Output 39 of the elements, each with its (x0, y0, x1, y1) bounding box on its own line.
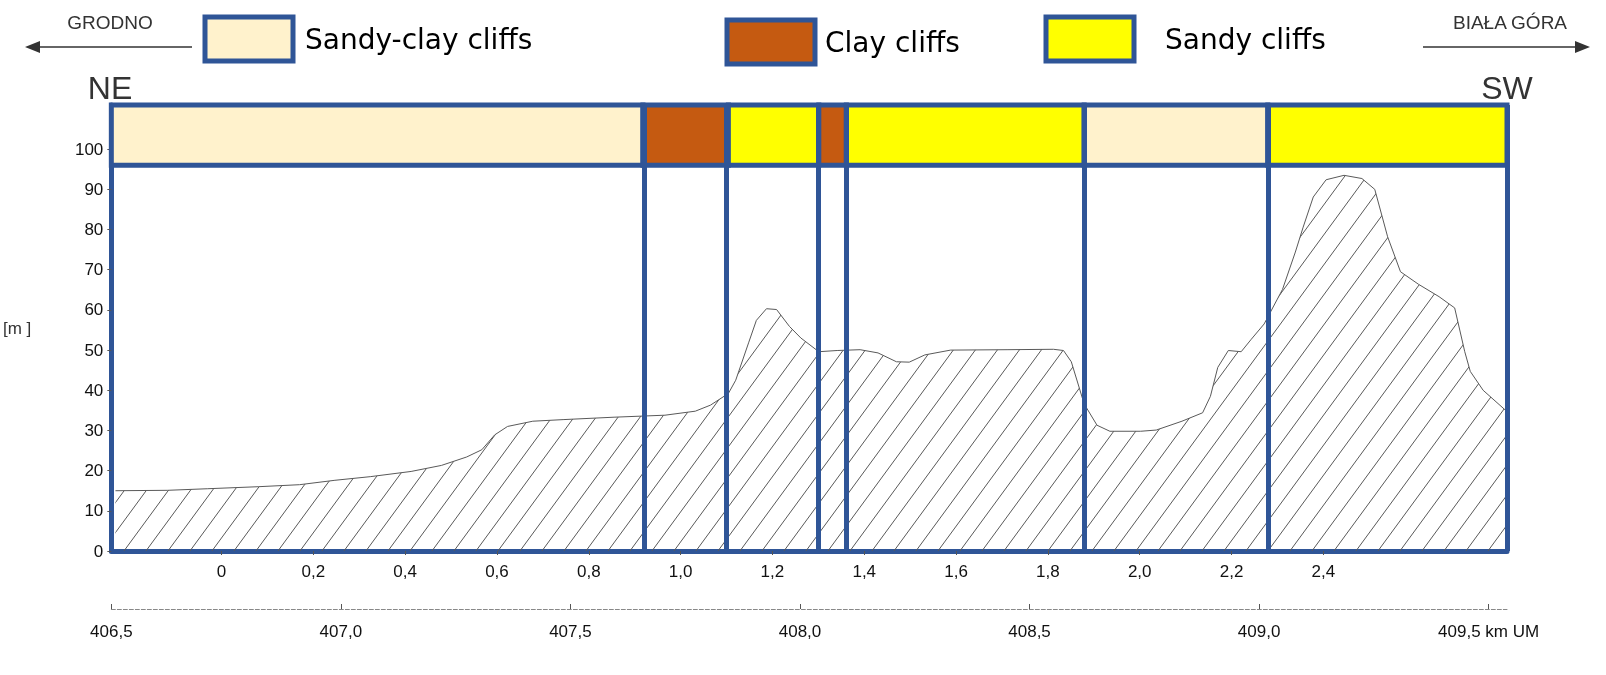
x-tick-label: 1,0 (668, 562, 693, 581)
x-tick-label: 0,4 (393, 562, 417, 581)
x-tick-label: 1,6 (944, 562, 968, 581)
x2-tick-label: 409,0 (1237, 622, 1281, 641)
y-axis-title: [m ] (2, 318, 32, 338)
x-tick-label: 2,2 (1219, 562, 1244, 581)
x2-tick-label: 407,0 (319, 622, 363, 641)
x-tick-label: 1,8 (1036, 562, 1060, 581)
x2-tick-label: 408,5 (1008, 622, 1051, 641)
y-tick-label: 90 (84, 179, 104, 199)
x-tick-label: 2,4 (1311, 562, 1336, 581)
legend-label: Sandy-clay cliffs (305, 22, 533, 56)
y-tick-label: 60 (84, 300, 104, 320)
x-tick-label: 2,0 (1127, 562, 1152, 581)
x2-tick-label: 409,5 km UM (1438, 622, 1540, 641)
y-tick-label: 20 (84, 461, 104, 481)
x-tick-label: 0,2 (301, 562, 326, 581)
x-tick-label: 1,4 (852, 562, 877, 581)
y-tick-label: 0 (93, 541, 104, 561)
text: GRODNO (67, 11, 153, 33)
legend-label: Sandy cliffs (1165, 22, 1326, 56)
x2-tick-label: 407,5 (549, 622, 592, 641)
y-tick-label: 10 (84, 501, 104, 521)
y-tick-label: 30 (84, 420, 104, 440)
y-tick-label: 70 (84, 260, 104, 280)
y-tick-label: 40 (84, 380, 104, 400)
y-tick-label: 100 (74, 139, 104, 159)
text: BIAŁA GÓRA (1452, 11, 1568, 33)
x-tick-label: 0,6 (485, 562, 509, 581)
x2-tick-label: 406,5 (90, 622, 133, 641)
x-tick-label: 0 (216, 562, 227, 581)
legend-label: Clay cliffs (825, 25, 960, 59)
annotation: NE (87, 70, 133, 106)
y-tick-label: 50 (84, 340, 104, 360)
annotation: SW (1481, 70, 1534, 106)
x-tick-label: 1,2 (760, 562, 785, 581)
x-tick-label: 0,8 (576, 562, 601, 581)
y-tick-label: 80 (84, 220, 104, 240)
x2-tick-label: 408,0 (778, 622, 822, 641)
